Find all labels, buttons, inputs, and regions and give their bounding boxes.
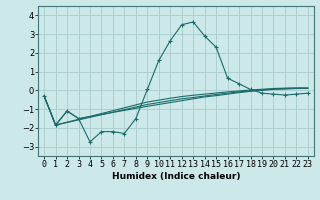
X-axis label: Humidex (Indice chaleur): Humidex (Indice chaleur) <box>112 172 240 181</box>
